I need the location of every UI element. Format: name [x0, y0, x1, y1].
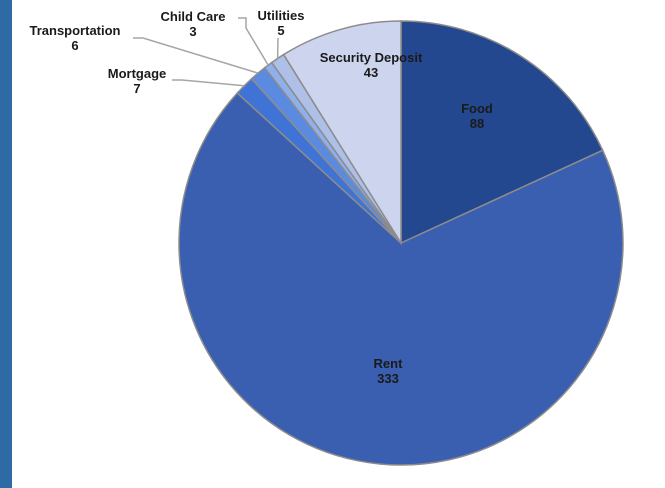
pie-slice-security-deposit: [282, 20, 402, 246]
slice-value-food: 88: [470, 116, 484, 131]
leader-lines: [133, 17, 279, 87]
slice-value-child-care: 3: [189, 24, 196, 39]
pie-slices: [178, 20, 624, 466]
slice-label-security-deposit: Security Deposit: [320, 50, 423, 65]
slice-value-rent: 333: [377, 371, 399, 386]
slice-value-transportation: 6: [71, 38, 78, 53]
slice-label-food: Food: [461, 101, 493, 116]
slice-label-mortgage: Mortgage: [108, 66, 167, 81]
slice-value-mortgage: 7: [133, 81, 140, 96]
leader-line-transportation: [133, 37, 259, 74]
slice-label-utilities: Utilities: [258, 8, 305, 23]
leader-line-mortgage: [172, 79, 245, 87]
slice-label-rent: Rent: [374, 356, 404, 371]
slice-label-transportation: Transportation: [29, 23, 120, 38]
leader-line-child-care: [238, 17, 269, 66]
slice-value-security-deposit: 43: [364, 65, 378, 80]
pie-slice-food: [400, 20, 604, 245]
slice-label-child-care: Child Care: [160, 9, 225, 24]
pie-slice-rent: [178, 91, 624, 466]
slice-value-utilities: 5: [277, 23, 284, 38]
